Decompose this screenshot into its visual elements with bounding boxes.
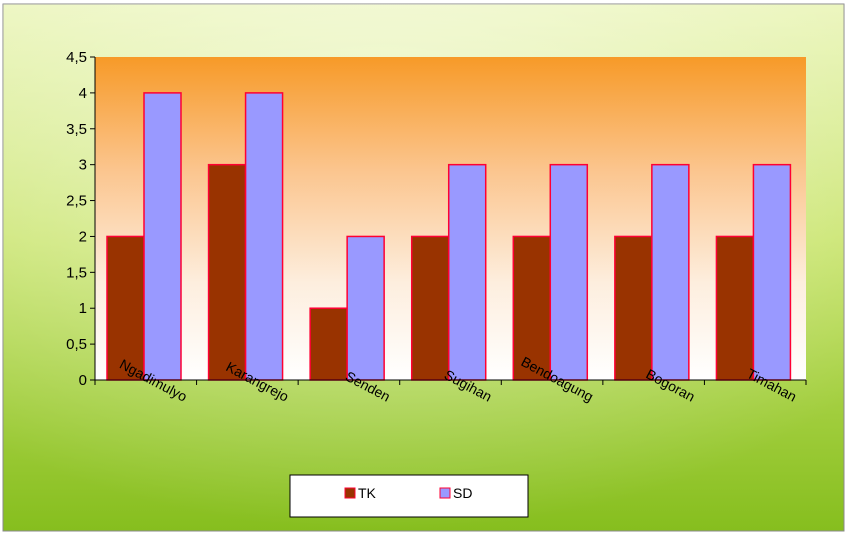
y-tick-label: 4,5 [66, 49, 87, 66]
bar-tk-bogoran [614, 235, 653, 381]
y-tick-label: 1,5 [66, 264, 87, 281]
bar-tk-karangrejo [207, 163, 247, 381]
bar-tk-timahan [715, 235, 755, 381]
y-tick-label: 2,5 [66, 193, 87, 210]
legend-label-tk: TK [358, 485, 377, 501]
bar-tk-bendoagung [512, 235, 552, 381]
bar-sd-ngadimulyo [143, 92, 182, 381]
legend-label-sd: SD [453, 485, 472, 501]
y-tick-label: 1 [79, 300, 87, 317]
bars [106, 92, 792, 381]
bar-sd-timahan [752, 163, 792, 381]
bar-sd-sugihan [447, 163, 487, 381]
y-tick-label: 0 [79, 372, 87, 389]
bar-sd-karangrejo [244, 92, 284, 381]
bar-sd-bogoran [651, 163, 690, 381]
legend: TK SD [289, 474, 529, 518]
y-tick-label: 0,5 [66, 336, 87, 353]
bar-tk-sugihan [410, 235, 450, 381]
y-tick-label: 2 [79, 228, 87, 245]
y-tick-label: 3,5 [66, 121, 87, 138]
legend-box [289, 474, 529, 518]
bar-sd-bendoagung [549, 163, 589, 381]
bar-tk-senden [309, 307, 348, 381]
bar-sd-senden [346, 235, 385, 381]
y-tick-label: 4 [79, 85, 87, 102]
legend-swatch-sd [439, 487, 451, 499]
legend-swatch-tk [344, 487, 356, 499]
y-tick-label: 3 [79, 157, 87, 174]
